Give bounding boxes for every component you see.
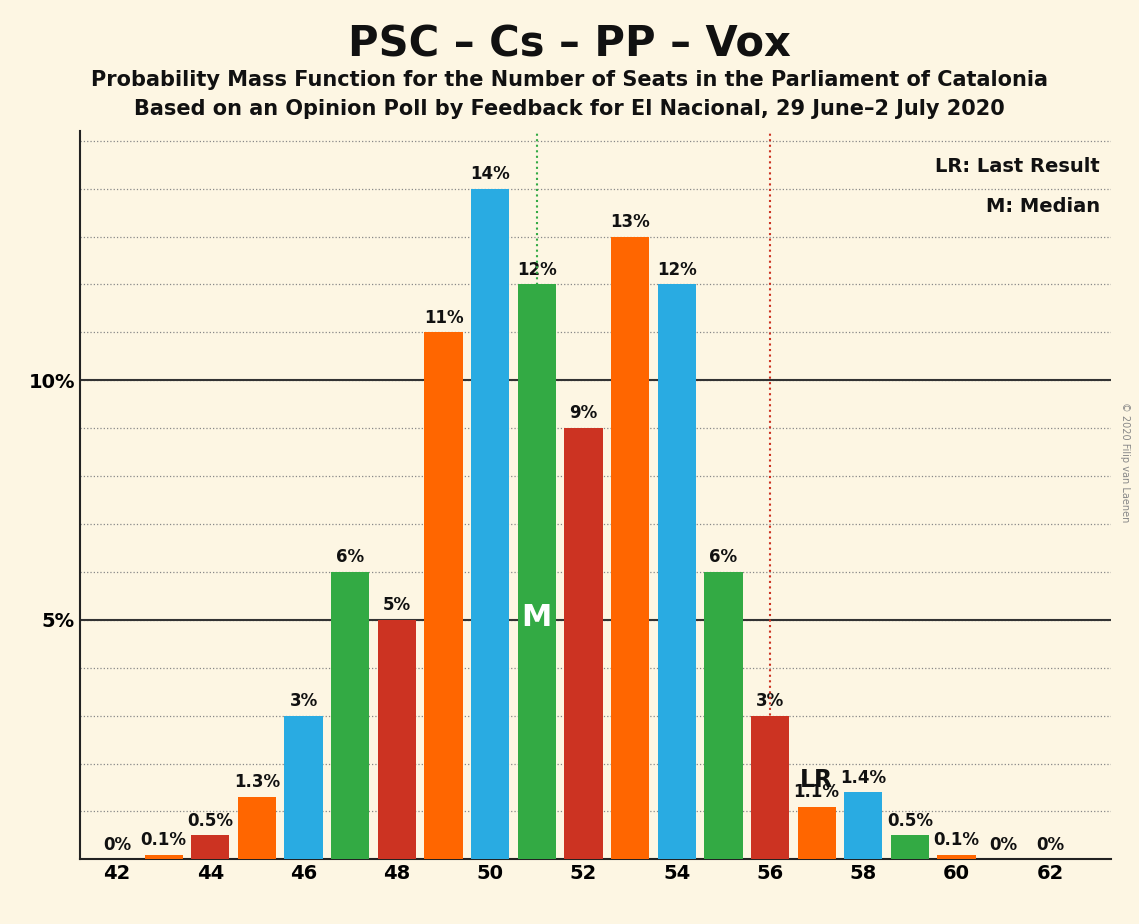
Text: 3%: 3% [756, 692, 784, 710]
Bar [564, 428, 603, 859]
Bar [937, 855, 976, 859]
Text: © 2020 Filip van Laenen: © 2020 Filip van Laenen [1121, 402, 1130, 522]
Bar [378, 620, 416, 859]
Bar [844, 792, 883, 859]
Text: LR: Last Result: LR: Last Result [935, 157, 1100, 176]
Text: 3%: 3% [289, 692, 318, 710]
Text: 1.4%: 1.4% [841, 769, 886, 786]
Text: Probability Mass Function for the Number of Seats in the Parliament of Catalonia: Probability Mass Function for the Number… [91, 70, 1048, 91]
Text: 0%: 0% [989, 835, 1017, 854]
Bar [472, 188, 509, 859]
Text: Based on an Opinion Poll by Feedback for El Nacional, 29 June–2 July 2020: Based on an Opinion Poll by Feedback for… [134, 99, 1005, 119]
Text: 6%: 6% [336, 548, 364, 566]
Text: 11%: 11% [424, 309, 464, 327]
Bar [891, 835, 929, 859]
Text: LR: LR [801, 768, 834, 792]
Text: 5%: 5% [383, 596, 411, 614]
Text: 14%: 14% [470, 165, 510, 183]
Text: M: M [522, 603, 552, 632]
Bar [331, 572, 369, 859]
Text: 13%: 13% [611, 213, 650, 231]
Text: 0.5%: 0.5% [187, 811, 233, 830]
Bar [518, 285, 556, 859]
Bar [425, 333, 462, 859]
Text: 0%: 0% [1035, 835, 1064, 854]
Text: 1.1%: 1.1% [794, 783, 839, 801]
Text: 12%: 12% [517, 261, 557, 279]
Bar [704, 572, 743, 859]
Text: PSC – Cs – PP – Vox: PSC – Cs – PP – Vox [349, 23, 790, 65]
Text: 0.1%: 0.1% [141, 831, 187, 849]
Bar [797, 807, 836, 859]
Text: 1.3%: 1.3% [233, 773, 280, 791]
Text: 0.5%: 0.5% [887, 811, 933, 830]
Bar [238, 797, 276, 859]
Text: 0%: 0% [103, 835, 131, 854]
Bar [611, 237, 649, 859]
Text: M: Median: M: Median [986, 197, 1100, 215]
Text: 12%: 12% [657, 261, 697, 279]
Text: 9%: 9% [570, 405, 598, 422]
Bar [145, 855, 183, 859]
Bar [657, 285, 696, 859]
Bar [751, 715, 789, 859]
Bar [191, 835, 229, 859]
Text: 6%: 6% [710, 548, 737, 566]
Bar [285, 715, 322, 859]
Text: 0.1%: 0.1% [934, 831, 980, 849]
